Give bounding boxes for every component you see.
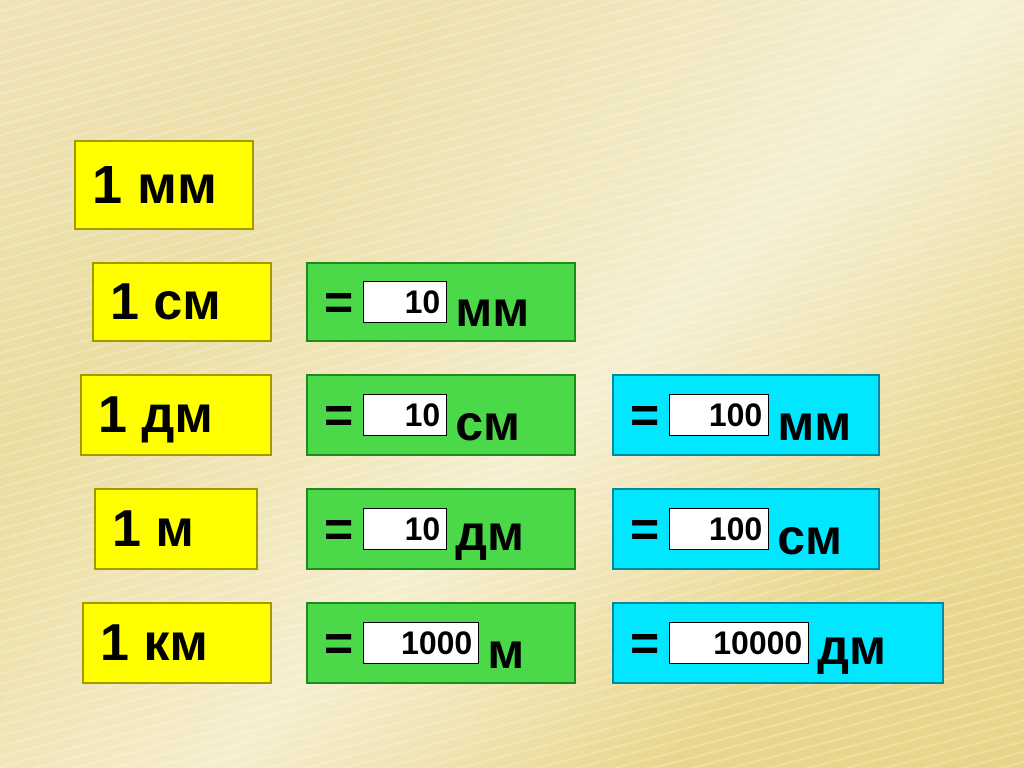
unit-mm-label: 1 мм xyxy=(92,154,217,216)
canvas: { "colors": { "yellow_fill": "#ffff00", … xyxy=(0,0,1024,768)
unit-km-label: 1 км xyxy=(100,613,208,673)
unit-mm-label-box: 1 мм xyxy=(74,140,254,230)
km-eq-m-unit: м xyxy=(487,626,524,676)
km-eq-dm-unit: дм xyxy=(817,622,886,672)
equals-sign: = xyxy=(630,614,659,672)
km-eq-dm-value: 10000 xyxy=(669,622,809,664)
km-eq-dm-box: = 10000 дм xyxy=(612,602,944,684)
equals-sign: = xyxy=(630,386,659,444)
cm-eq-mm-unit: мм xyxy=(455,284,529,334)
unit-cm-label: 1 см xyxy=(110,272,221,332)
cm-eq-mm-value: 10 xyxy=(363,281,447,323)
m-eq-dm-value: 10 xyxy=(363,508,447,550)
dm-eq-cm-box: = 10 см xyxy=(306,374,576,456)
dm-eq-mm-value: 100 xyxy=(669,394,769,436)
equals-sign: = xyxy=(324,386,353,444)
unit-cm-label-box: 1 см xyxy=(92,262,272,342)
dm-eq-cm-value: 10 xyxy=(363,394,447,436)
unit-dm-label-box: 1 дм xyxy=(80,374,272,456)
m-eq-dm-box: = 10 дм xyxy=(306,488,576,570)
unit-km-label-box: 1 км xyxy=(82,602,272,684)
m-eq-cm-value: 100 xyxy=(669,508,769,550)
dm-eq-mm-unit: мм xyxy=(777,398,851,448)
m-eq-cm-unit: см xyxy=(777,512,842,562)
equals-sign: = xyxy=(324,273,353,331)
km-eq-m-box: = 1000 м xyxy=(306,602,576,684)
unit-m-label-box: 1 м xyxy=(94,488,258,570)
equals-sign: = xyxy=(324,500,353,558)
dm-eq-mm-box: = 100 мм xyxy=(612,374,880,456)
cm-eq-mm-box: = 10 мм xyxy=(306,262,576,342)
unit-m-label: 1 м xyxy=(112,499,194,559)
equals-sign: = xyxy=(324,614,353,672)
m-eq-cm-box: = 100 см xyxy=(612,488,880,570)
unit-dm-label: 1 дм xyxy=(98,385,213,445)
km-eq-m-value: 1000 xyxy=(363,622,479,664)
equals-sign: = xyxy=(630,500,659,558)
m-eq-dm-unit: дм xyxy=(455,508,524,558)
dm-eq-cm-unit: см xyxy=(455,398,520,448)
